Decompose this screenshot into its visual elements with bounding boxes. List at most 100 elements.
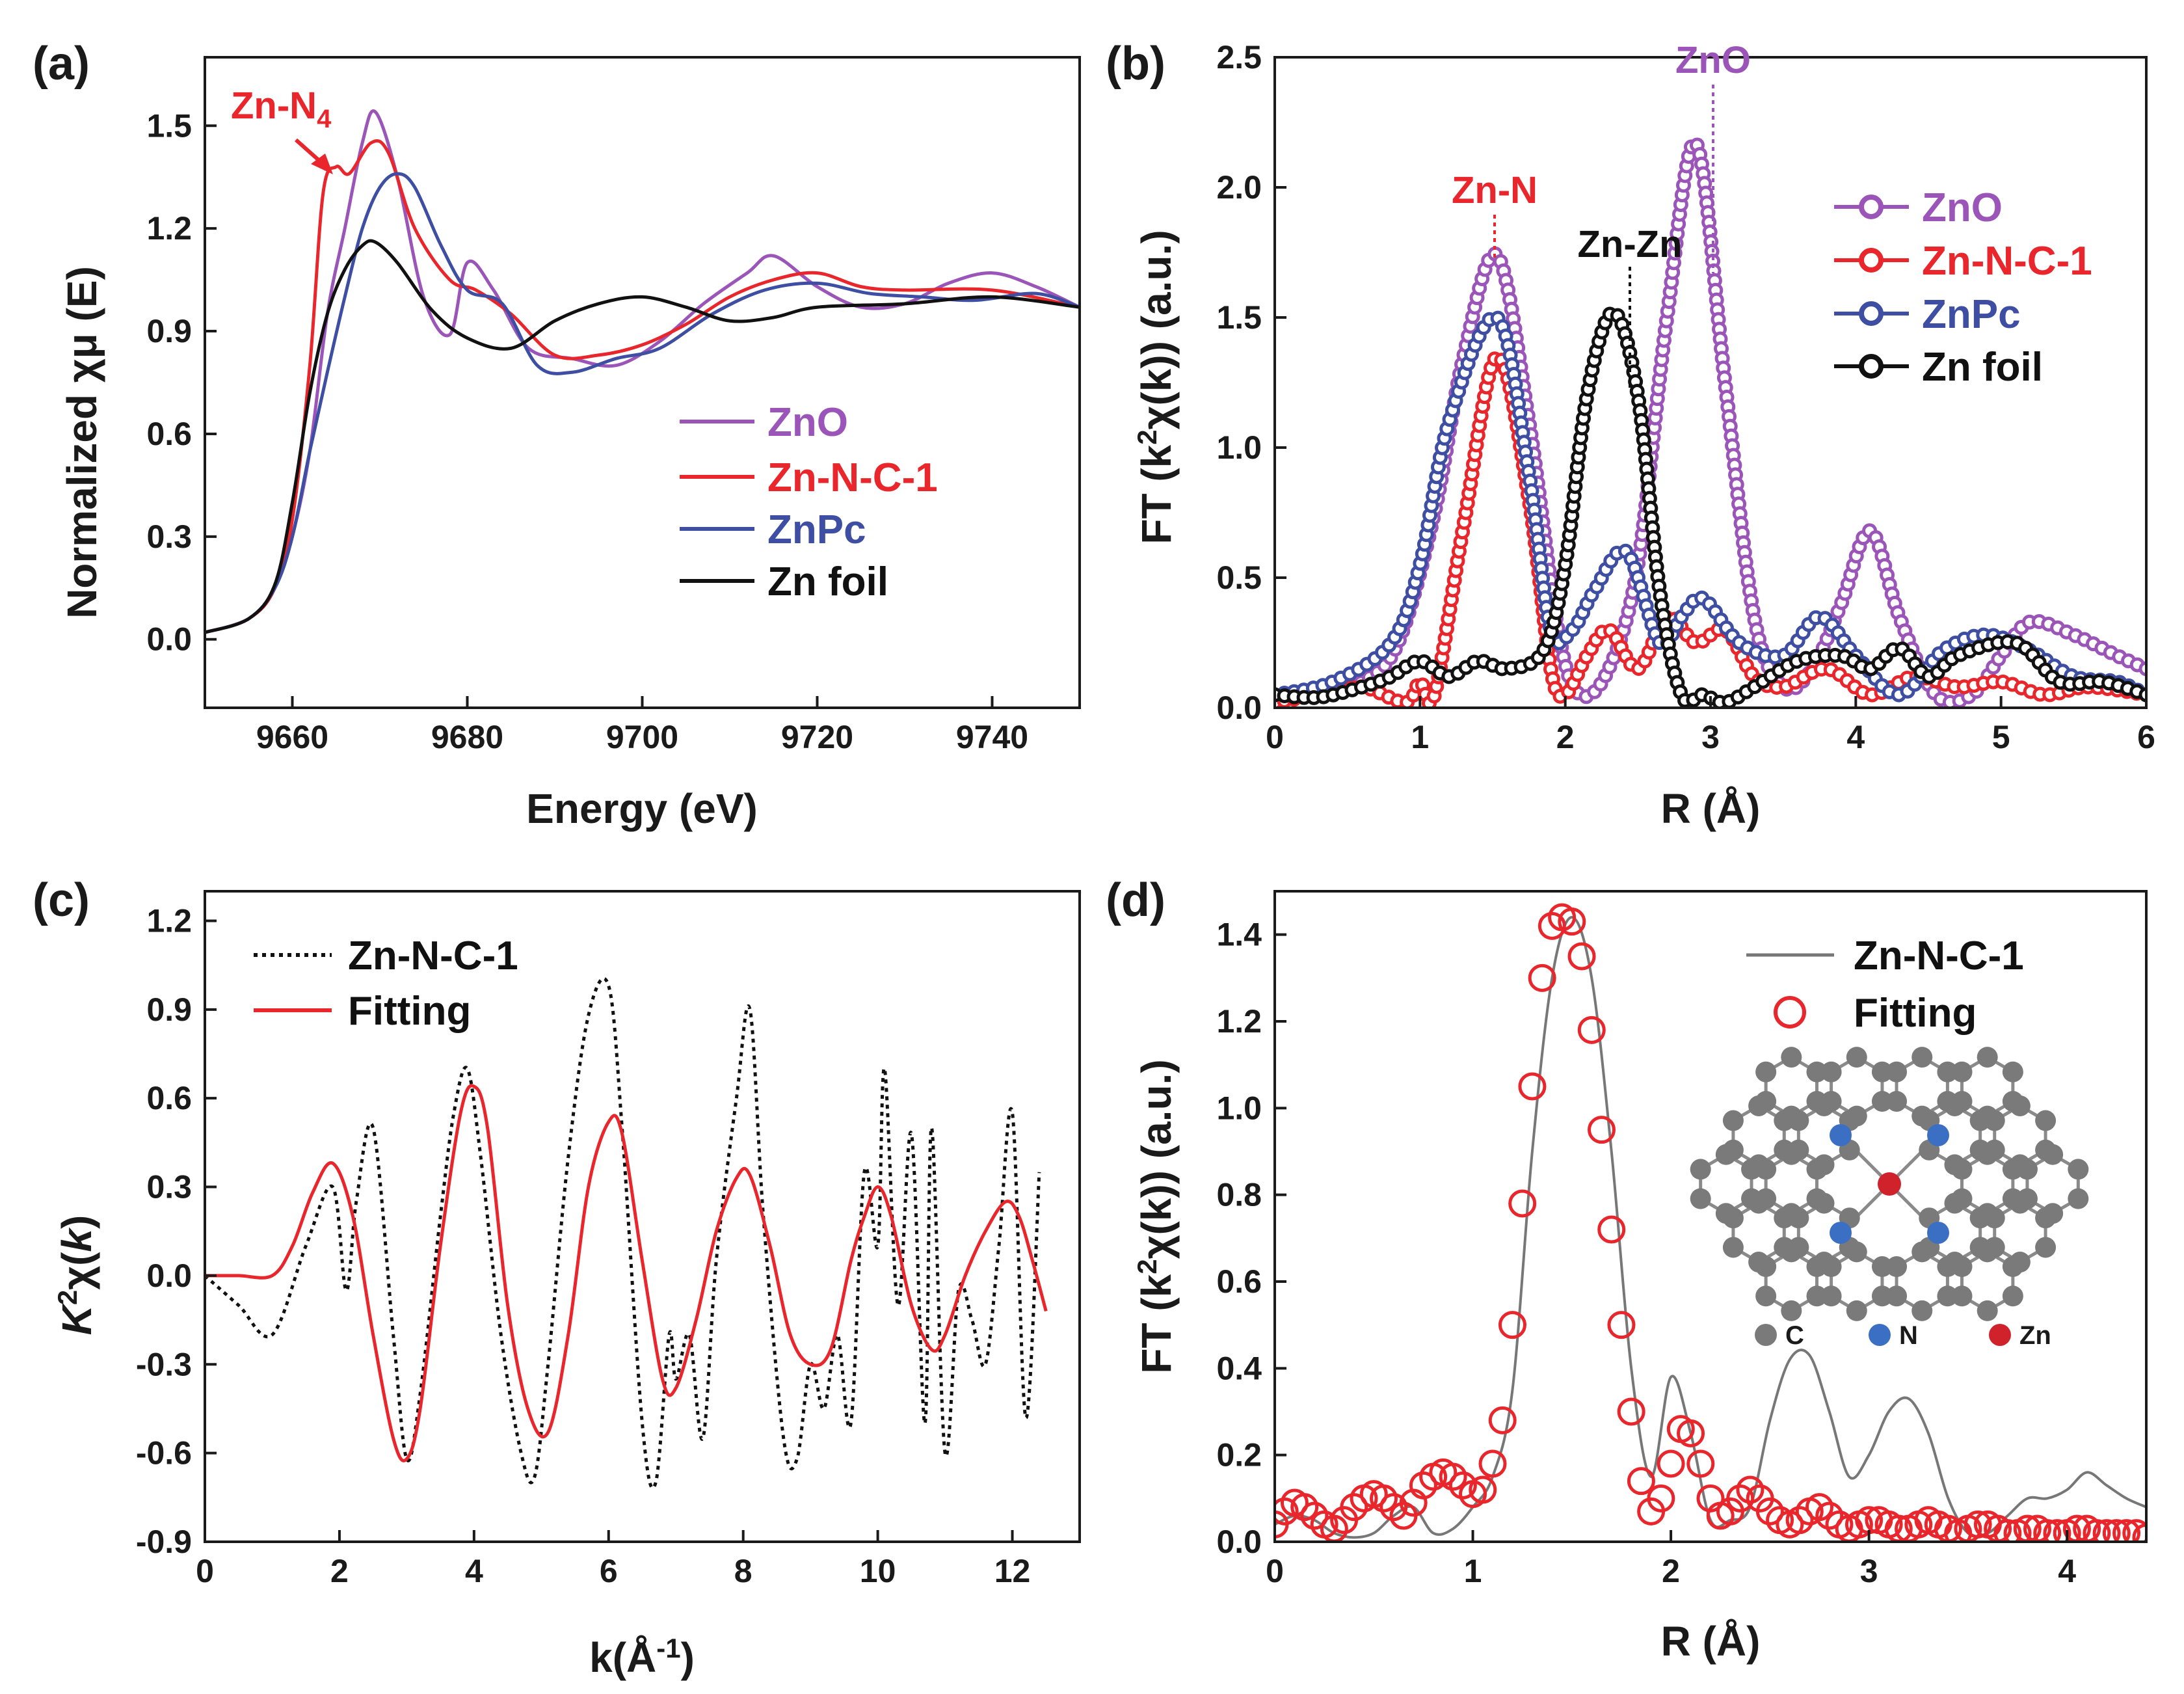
carbon-atom — [2002, 1061, 2023, 1082]
panel-label-c: (c) — [33, 874, 90, 926]
panel-c-ytick-label-0-3: -0.3 — [136, 1346, 192, 1382]
panel-b-legend-marker-zn-n-c-1 — [1859, 248, 1884, 273]
panel-b-series-zn-n-c-1-markers — [1275, 351, 2146, 708]
panel-b-legend-label-zn-foil: Zn foil — [1922, 345, 2043, 390]
panel-d-series — [1275, 903, 2146, 1542]
panel-d-ytick-label-1-4: 1.4 — [1216, 917, 1262, 953]
carbon-atom — [1774, 1207, 1795, 1229]
panel-c-plot-frame — [204, 890, 1081, 1543]
panel-c-series — [205, 976, 1048, 1490]
panel-d-series-fitting-point — [1677, 1419, 1705, 1447]
panel-d-series-fitting-point — [1290, 1493, 1319, 1522]
panel-d-xtick-label-2: 2 — [1662, 1553, 1680, 1589]
panel-a-plot-area — [205, 109, 1080, 634]
panel-d-ytick-label-0-0: 0.0 — [1216, 1524, 1262, 1560]
panel-b-ytick-label-2-0: 2.0 — [1216, 169, 1262, 206]
panel-b-ticks: 0 1 2 3 4 5 6 0.0 0.5 1.0 1.5 2.0 2.5 — [1216, 39, 2155, 755]
panel-a-legend-label-zn-n-c-1: Zn-N-C-1 — [767, 455, 938, 500]
panel-label-d: (d) — [1106, 874, 1165, 926]
panel-b-legend-label-zno: ZnO — [1922, 185, 2003, 230]
nitrogen-atom — [1830, 1124, 1852, 1146]
panel-b-annotation-zn-n: Zn-N — [1452, 169, 1538, 211]
carbon-atom — [1977, 1241, 1998, 1263]
panel-d-ytick-label-0-2: 0.2 — [1216, 1437, 1262, 1473]
panel-d-series-fitting-point — [1439, 1462, 1467, 1491]
panel-d-series-fitting-point — [1448, 1471, 1477, 1499]
panel-b-xtick-label-5: 5 — [1992, 719, 2010, 755]
panel-d-series-fitting-point — [1528, 963, 1556, 992]
panel-c-legend: Zn-N-C-1 Fitting — [254, 934, 518, 1034]
panel-a-legend-label-znpc: ZnPc — [767, 507, 866, 552]
panel-c: (c) K2χ(k) k(Å-1) 0 2 4 6 8 10 12-0.9-0.6-0.30… — [33, 874, 1081, 1681]
panel-c-ytick-label-0-9: -0.9 — [136, 1524, 192, 1560]
panel-d-series-fitting-point — [1617, 1397, 1645, 1426]
carbon-atom — [1748, 1095, 1770, 1116]
panel-a-xtick-label-9680: 9680 — [431, 719, 503, 755]
panel-b-xtick-label-6: 6 — [2137, 719, 2155, 755]
carbon-atom — [1984, 1207, 2005, 1229]
carbon-atom — [1951, 1061, 1973, 1082]
carbon-atom — [1755, 1061, 1777, 1082]
panel-d-series-fitting-point — [1538, 911, 1566, 940]
carbon-atom — [1755, 1159, 1777, 1180]
panel-d-legend-marker-fitting — [1774, 996, 1806, 1028]
panel-b-series-zn-foil-marker — [2138, 687, 2146, 703]
panel-d-series-fitting-point — [1607, 1311, 1636, 1339]
panel-d-series-fitting-point — [1478, 1449, 1507, 1478]
panel-c-ytick-label-0-0: 0.0 — [146, 1257, 192, 1294]
panel-b-xtick-label-2: 2 — [1556, 719, 1575, 755]
panel-b-ytick-label-1-5: 1.5 — [1216, 299, 1262, 336]
carbon-atom — [1871, 1285, 1893, 1307]
carbon-atom — [1806, 1256, 1828, 1278]
panel-a-series-zn-n-c-1-line — [205, 139, 1080, 634]
carbon-atom — [1911, 1047, 1933, 1068]
carbon-atom — [1741, 1159, 1763, 1180]
panel-b-legend: ZnO Zn-N-C-1 ZnPc Zn foil — [1834, 185, 2092, 390]
panel-d-ytick-label-1-2: 1.2 — [1216, 1003, 1262, 1040]
carbon-atom — [1886, 1256, 1908, 1278]
panel-a-plot-frame — [204, 56, 1081, 709]
carbon-atom — [1886, 1285, 1908, 1307]
carbon-atom — [1774, 1110, 1795, 1131]
panel-d-series-fitting-point — [1785, 1506, 1814, 1535]
carbon-atom — [2035, 1207, 2057, 1229]
carbon-atom — [1755, 1256, 1777, 1278]
panel-c-ytick-label-0-6: -0.6 — [136, 1435, 192, 1472]
panel-b-annotation-zn-zn: Zn-Zn — [1577, 223, 1682, 265]
panel-d-series-fitting-point — [1647, 1484, 1675, 1512]
panel-b-series — [1275, 137, 2146, 708]
carbon-atom — [1788, 1207, 1809, 1229]
panel-b-xlabel: R (Å) — [1661, 785, 1761, 832]
panel-c-ytick-label-1-2: 1.2 — [146, 902, 192, 939]
carbon-atom — [1977, 1300, 1998, 1321]
carbon-atom — [1984, 1110, 2005, 1131]
panel-c-plot-area — [205, 976, 1048, 1490]
carbon-atom — [2035, 1110, 2057, 1131]
carbon-atom — [1781, 1144, 1802, 1165]
panel-d-series-fitting-point — [1498, 1311, 1526, 1339]
panel-d-inset-legend: C N Zn — [1755, 1321, 2051, 1350]
panel-b-legend-marker-znpc — [1859, 301, 1884, 326]
panel-d-series-fitting-point — [2043, 1519, 2071, 1542]
carbon-atom — [1911, 1300, 1933, 1321]
panel-b-annotations: Zn-N Zn-Zn ZnO — [1452, 39, 1751, 390]
panel-b-series-zn-n-c-1-line — [1275, 355, 2146, 705]
panel-b-ytick-label-1-0: 1.0 — [1216, 429, 1262, 466]
carbon-atom — [2002, 1159, 2023, 1180]
panel-b-legend-marker-zno — [1859, 195, 1884, 219]
panel-c-series-fitting-line — [205, 1084, 1048, 1462]
carbon-atom — [2009, 1095, 2031, 1116]
panel-b-ytick-label-0-5: 0.5 — [1216, 559, 1262, 596]
carbon-atom — [1806, 1285, 1828, 1307]
carbon-atom — [2002, 1285, 2023, 1307]
nitrogen-atom — [1830, 1222, 1852, 1244]
panel-d-series-fitting-point — [1993, 1519, 2022, 1542]
panel-d-series-fitting-point — [1488, 1406, 1517, 1434]
panel-a-ytick-label-0-0: 0.0 — [146, 621, 192, 658]
panel-d-series-fitting-point — [2092, 1519, 2121, 1542]
panel-b-ytick-label-2-5: 2.5 — [1216, 39, 1262, 75]
carbon-atom — [1806, 1061, 1828, 1082]
carbon-atom — [1937, 1256, 1958, 1278]
panel-c-xtick-label-4: 4 — [465, 1553, 483, 1589]
panel-a-annotation-arrowhead — [311, 154, 333, 174]
